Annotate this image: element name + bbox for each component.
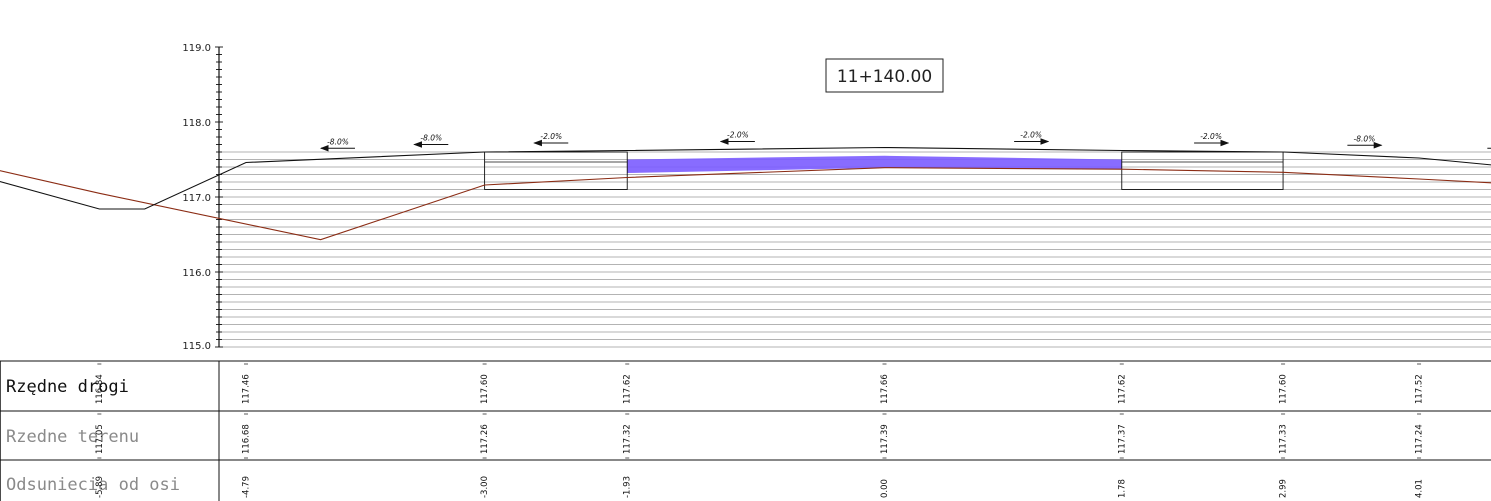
table-cell-value: 117.32 xyxy=(623,424,633,454)
table-cell-value: 116.84 xyxy=(95,374,105,404)
station-label-box xyxy=(825,58,944,93)
y-tick-label: 115.0 xyxy=(182,341,211,352)
row-label-axis-offset: Odsuniecia od osi xyxy=(6,475,180,495)
table-cell-value: 117.39 xyxy=(880,424,890,454)
table-cell-value: 116.68 xyxy=(241,424,251,454)
y-tick-label: 117.0 xyxy=(182,193,211,204)
table-cell-value: 117.62 xyxy=(623,374,633,404)
table-cell-value: 117.60 xyxy=(480,374,490,404)
table-cell-value: 2.99 xyxy=(1279,479,1289,498)
slope-label: -8.0% xyxy=(420,134,442,143)
table-cell-value: 117.37 xyxy=(1117,424,1127,454)
y-tick-label: 118.0 xyxy=(182,118,211,129)
table-values: 117.66117.58116.84117.46117.60117.62117.… xyxy=(95,363,1425,498)
table-cell-value: 117.33 xyxy=(1279,424,1289,454)
table-cell-value: 117.62 xyxy=(1117,374,1127,404)
row-label-road-elevation: Rzędne drogi xyxy=(6,377,129,397)
y-tick-label: 116.0 xyxy=(182,268,211,279)
table-cell-value: 1.78 xyxy=(1117,479,1127,498)
pavement-layer xyxy=(627,155,1122,173)
row-label-terrain-elevation: Rzedne terenu xyxy=(6,427,139,447)
table-cell-value: -3.00 xyxy=(480,476,490,498)
table-cell-value: 0.00 xyxy=(880,479,890,498)
table-cell-value: 117.24 xyxy=(1415,424,1425,454)
data-table: Rzędne drogi Rzedne terenu Odsuniecia od… xyxy=(0,360,1491,501)
slope-label: -2.0% xyxy=(540,132,562,141)
table-cell-value: 117.60 xyxy=(1279,374,1289,404)
elevation-grid xyxy=(219,151,1491,348)
slope-label: -2.0% xyxy=(1200,132,1222,141)
shoulder-boxes xyxy=(484,151,1284,190)
y-tick-label: 119.0 xyxy=(182,43,211,54)
slope-label: -2.0% xyxy=(1020,131,1042,140)
table-cell-value: 117.52 xyxy=(1415,374,1425,404)
slope-label: -8.0% xyxy=(327,137,349,146)
table-cell-value: 117.05 xyxy=(95,424,105,454)
y-axis-labels: 119.0 118.0 117.0 116.0 115.0 xyxy=(182,43,211,352)
terrain-profile xyxy=(0,167,1491,241)
table-cell-value: -4.79 xyxy=(241,476,251,498)
table-cell-value: -5.89 xyxy=(95,476,105,498)
y-axis-ticks xyxy=(215,46,223,348)
slope-label: -8.0% xyxy=(1353,134,1375,143)
slope-label: -2.0% xyxy=(727,131,749,140)
table-cell-value: 4.01 xyxy=(1415,479,1425,498)
station-label: 11+140.00 xyxy=(837,67,932,87)
design-profile xyxy=(0,146,1491,210)
table-cell-value: 117.46 xyxy=(241,374,251,404)
table-cell-value: 117.26 xyxy=(480,424,490,454)
shoulder-box xyxy=(484,151,628,190)
table-cell-value: 117.66 xyxy=(880,374,890,404)
slope-labels: -8.0%-8.0%-2.0%-2.0%-2.0%-2.0%-8.0%-8.0% xyxy=(319,131,1491,152)
shoulder-box xyxy=(1121,151,1284,190)
table-cell-value: -1.93 xyxy=(623,476,633,498)
